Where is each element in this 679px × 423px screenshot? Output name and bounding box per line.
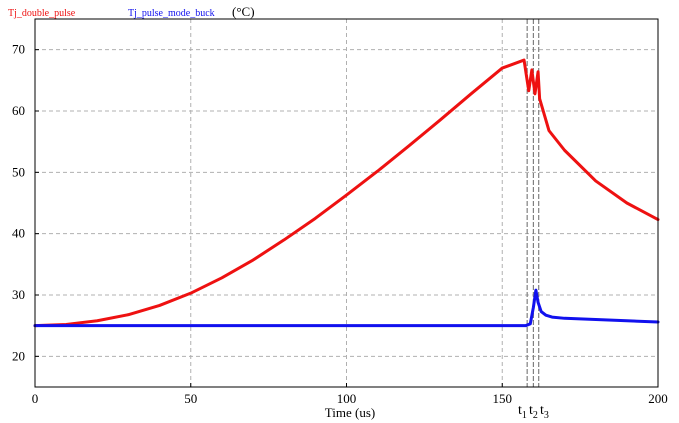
x-axis-title: Time (us) <box>325 405 375 420</box>
x-tick-label-4: 200 <box>648 391 668 406</box>
marker-label-t3: t3 <box>540 403 549 421</box>
x-tick-label-2: 100 <box>337 391 357 406</box>
x-tick-label-0: 0 <box>32 391 39 406</box>
y-tick-label-5: 70 <box>12 42 25 57</box>
legend-entry-tj-double-pulse: Tj_double_pulse <box>8 8 76 19</box>
y-tick-label-1: 30 <box>12 287 25 302</box>
marker-label-t2: t2 <box>529 403 538 421</box>
y-tick-label-3: 50 <box>12 164 25 179</box>
x-axis-ticks: 0 50 100 150 200 <box>32 383 668 406</box>
y-tick-label-2: 40 <box>12 226 25 241</box>
series-line-tj-pulse-mode-buck <box>33 288 660 328</box>
legend-entry-tj-pulse-mode-buck: Tj_pulse_mode_buck <box>128 8 215 19</box>
series-line-tj-double-pulse <box>33 58 660 328</box>
grid <box>35 19 658 387</box>
y-tick-label-4: 60 <box>12 103 25 118</box>
y-axis-ticks: 20 30 40 50 60 70 <box>12 42 39 363</box>
y-unit-label: (°C) <box>232 4 255 19</box>
marker-label-t1: t1 <box>518 403 527 421</box>
x-tick-label-1: 50 <box>184 391 197 406</box>
marker-lines <box>526 19 540 387</box>
series-layer <box>33 58 660 328</box>
x-tick-label-3: 150 <box>493 391 513 406</box>
y-tick-label-0: 20 <box>12 348 25 363</box>
marker-labels: t1 t2 t3 <box>518 403 549 421</box>
